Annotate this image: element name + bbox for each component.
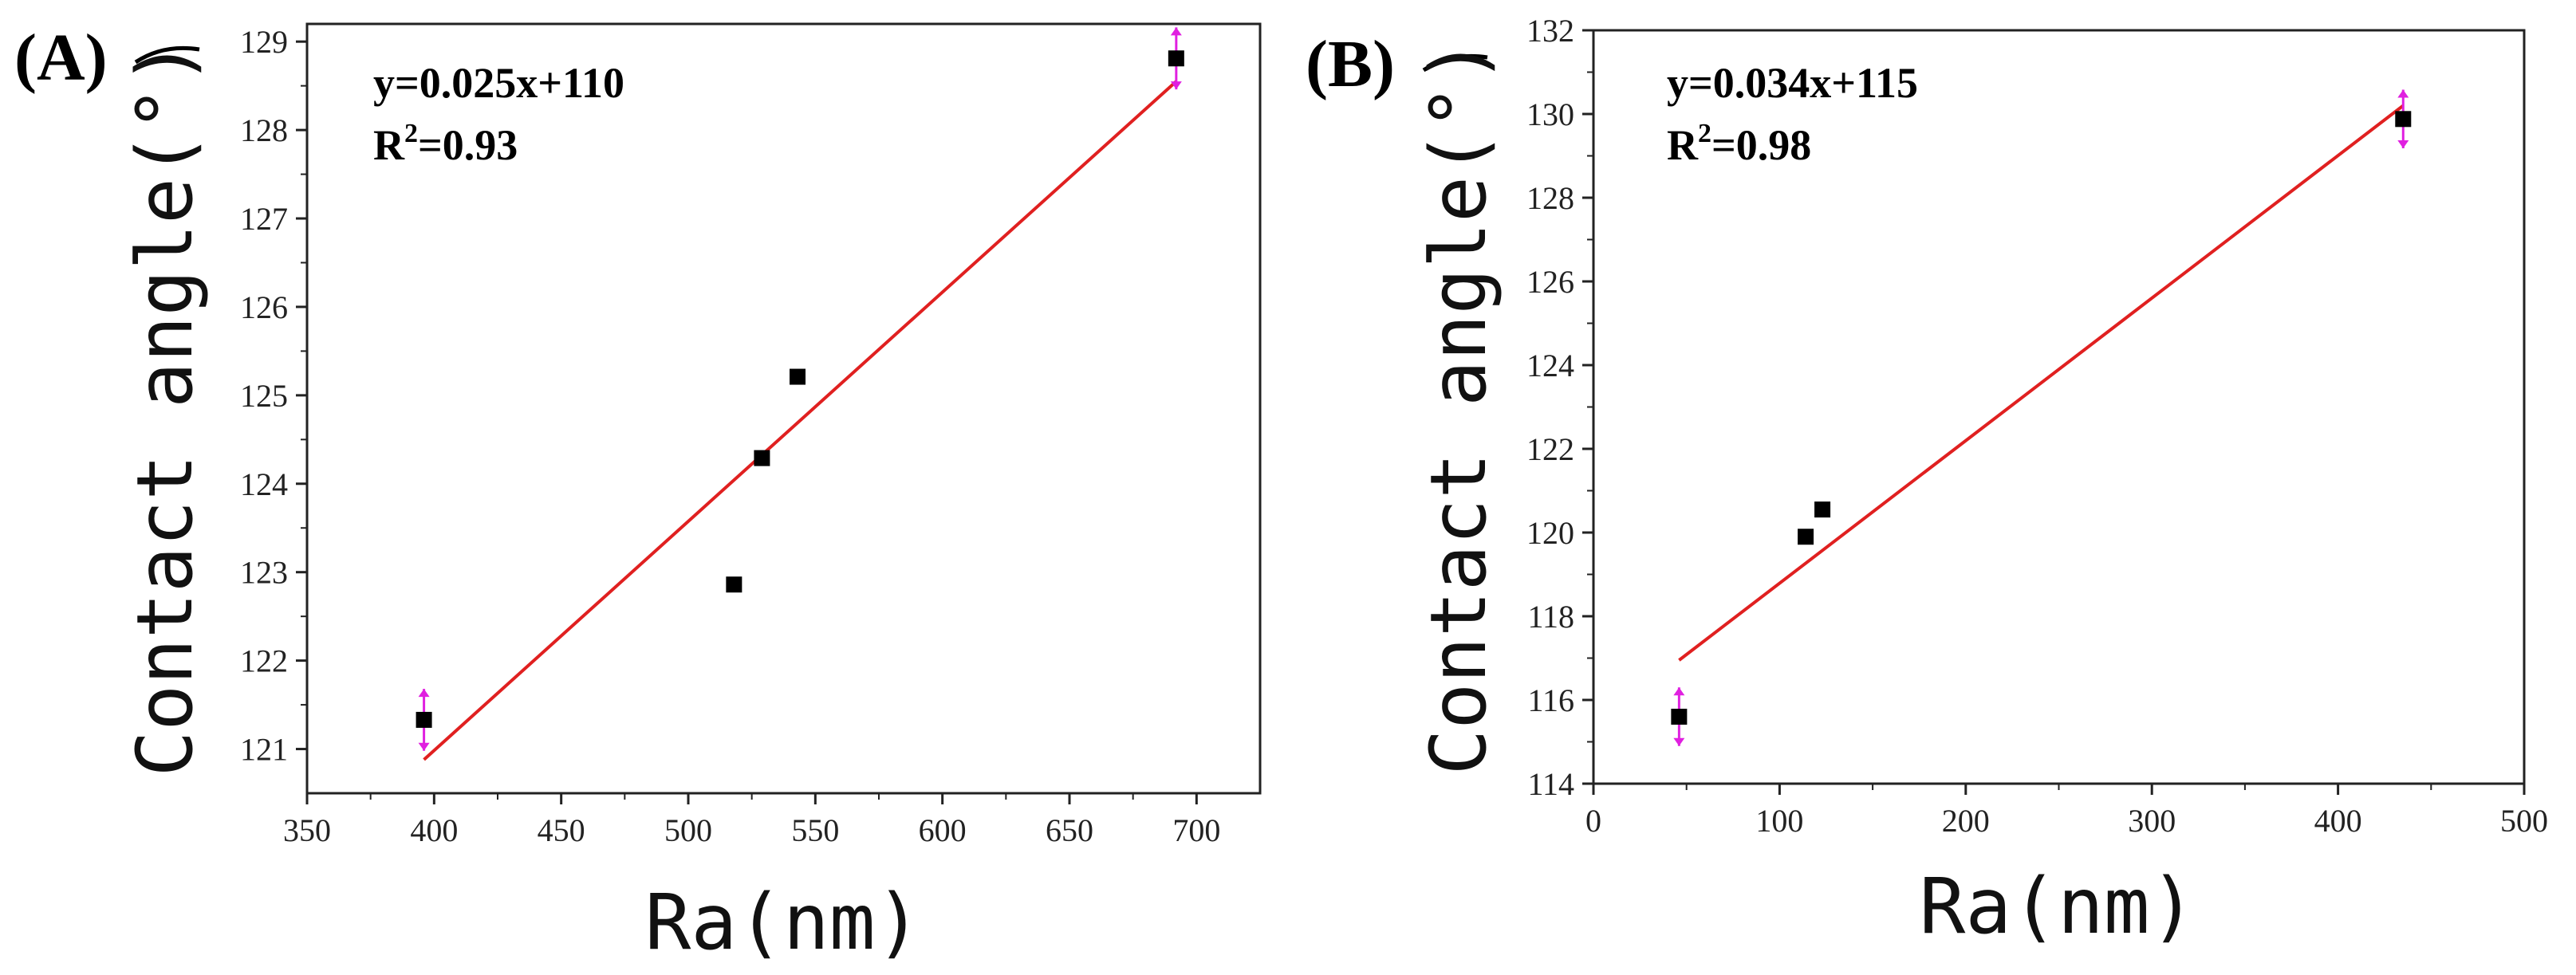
r-squared-a: R2=0.93: [373, 119, 518, 169]
error-cap-bottom-b-3: [2397, 140, 2409, 149]
panel-label-a: (A): [14, 21, 108, 95]
data-point-a-0: [416, 711, 432, 728]
marks-a: [416, 27, 1184, 761]
error-cap-bottom-b-0: [1673, 737, 1685, 746]
y-axis-title-b: Contact angle(°): [1414, 38, 1503, 776]
y-tick-label-b-5: 124: [1526, 348, 1574, 383]
data-point-b-0: [1671, 709, 1688, 725]
y-axis-title-a: Contact angle(°): [120, 40, 210, 777]
x-tick-label-b-0: 0: [1585, 803, 1601, 839]
x-tick-label-a-4: 550: [791, 812, 839, 848]
x-tick-label-a-6: 650: [1046, 812, 1093, 848]
y-tick-label-a-6: 127: [240, 201, 288, 237]
error-cap-bottom-a-4: [1170, 81, 1182, 90]
panel-a: (A) y=0.025x+110 R2=0.93 Ra(nm) Contact …: [14, 21, 1262, 967]
y-tick-label-b-9: 132: [1526, 13, 1574, 49]
x-tick-label-a-2: 450: [538, 812, 585, 848]
y-tick-label-a-0: 121: [240, 732, 288, 768]
y-tick-label-a-4: 125: [240, 378, 288, 414]
x-axis-title-a: Ra(nm): [645, 878, 922, 967]
y-tick-label-b-1: 116: [1527, 682, 1574, 718]
error-cap-bottom-a-0: [418, 742, 430, 751]
y-tick-label-a-5: 126: [240, 289, 288, 325]
x-tick-label-a-0: 350: [283, 812, 331, 848]
panel-label-b-bracket: [1422, 53, 1488, 73]
x-axis-title-b: Ra(nm): [1920, 862, 2196, 951]
data-point-a-4: [1168, 50, 1184, 67]
r-squared-a-sup: 2: [404, 119, 418, 148]
panel-label-a-bracket: [134, 45, 200, 65]
r-squared-b-sup: 2: [1698, 119, 1711, 148]
equation-a: y=0.025x+110: [373, 59, 624, 107]
data-point-a-1: [726, 576, 742, 593]
y-tick-label-b-3: 120: [1526, 515, 1574, 551]
data-point-a-2: [754, 450, 770, 466]
r-squared-a-value: =0.93: [418, 121, 518, 169]
y-tick-label-b-2: 118: [1527, 599, 1574, 635]
data-point-b-3: [2395, 111, 2412, 128]
fit-line-a: [423, 80, 1178, 761]
ticks-b: 0 100 200 300 400 500 114 116 118 120 122 124 126 128…: [1526, 13, 2548, 839]
panel-b: (B) y=0.034x+115 R2=0.98 Ra(nm) Contact …: [1306, 13, 2548, 951]
x-tick-label-b-1: 100: [1755, 803, 1803, 839]
y-tick-label-b-8: 130: [1526, 96, 1574, 132]
plot-frame-a: [305, 22, 1262, 795]
error-cap-top-b-3: [2397, 89, 2409, 98]
x-tick-label-a-7: 700: [1172, 812, 1220, 848]
equation-b: y=0.034x+115: [1667, 59, 1918, 107]
r-squared-b-value: =0.98: [1711, 121, 1811, 169]
marks-b: [1671, 89, 2412, 746]
x-tick-label-b-4: 400: [2314, 803, 2362, 839]
y-tick-label-a-8: 129: [240, 24, 288, 60]
r-squared-a-prefix: R: [373, 121, 405, 169]
y-tick-label-a-2: 123: [240, 555, 288, 591]
panel-label-b: (B): [1306, 27, 1395, 101]
error-cap-top-a-0: [418, 689, 430, 698]
x-tick-label-b-2: 200: [1942, 803, 1990, 839]
data-point-b-2: [1814, 501, 1831, 518]
y-tick-label-a-7: 128: [240, 112, 288, 148]
y-tick-label-b-4: 122: [1526, 431, 1574, 467]
y-tick-label-b-7: 128: [1526, 180, 1574, 216]
y-tick-label-a-3: 124: [240, 466, 288, 502]
x-tick-label-a-3: 500: [664, 812, 712, 848]
x-tick-label-b-5: 500: [2500, 803, 2548, 839]
data-point-a-3: [790, 368, 806, 385]
y-tick-label-a-1: 122: [240, 643, 288, 679]
y-tick-label-b-0: 114: [1527, 766, 1574, 802]
r-squared-b: R2=0.98: [1667, 119, 1811, 169]
x-tick-label-a-1: 400: [410, 812, 458, 848]
data-point-b-1: [1798, 529, 1814, 545]
fit-line-b: [1678, 104, 2405, 662]
error-cap-top-a-4: [1170, 27, 1182, 36]
r-squared-b-prefix: R: [1667, 121, 1699, 169]
x-tick-label-b-3: 300: [2128, 803, 2176, 839]
error-cap-top-b-0: [1673, 687, 1685, 696]
ticks-a: 350 400 450 500 550 600 650 700 121 122 123 124 125 1…: [240, 24, 1220, 848]
y-tick-label-b-6: 126: [1526, 264, 1574, 300]
x-tick-label-a-5: 600: [919, 812, 967, 848]
